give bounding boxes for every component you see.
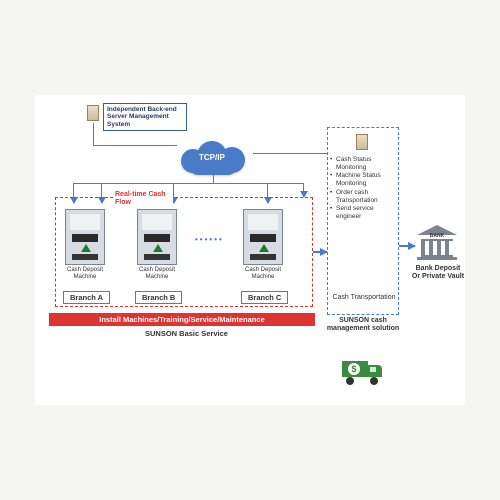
right-panel-list: Cash Status Monitoring Machine Status Mo… [328, 154, 398, 223]
branch-b-label: Branch B [135, 291, 182, 304]
truck-label: Cash Transportation [332, 294, 396, 302]
bank-caption: Bank Deposit Or Private Vault [411, 265, 465, 281]
machine-branch-c: Cash Deposit Machine [243, 209, 283, 280]
server-title: Independent Back-end Server Management S… [107, 106, 177, 128]
right-panel: Cash Status Monitoring Machine Status Mo… [327, 127, 399, 315]
cloud-icon: TCP/IP [175, 135, 253, 175]
monitor-server-icon [356, 134, 368, 150]
arrow-to-panel [313, 251, 327, 253]
list-item: Machine Status Monitoring [336, 172, 395, 188]
service-caption: SUNSON Basic Service [145, 329, 228, 338]
realtime-flow-label: Real-time Cash Flow [113, 191, 173, 206]
solution-label: SUNSON cash management solution [325, 317, 401, 333]
machine-caption: Cash Deposit Machine [137, 267, 177, 280]
machine-caption: Cash Deposit Machine [65, 267, 105, 280]
list-item: Cash Status Monitoring [336, 156, 395, 172]
truck-icon: $ [342, 361, 384, 385]
ellipsis: •••••• [195, 235, 224, 244]
server-management-box: Independent Back-end Server Management S… [103, 103, 187, 131]
machine-branch-a: Cash Deposit Machine [65, 209, 105, 280]
cloud-label: TCP/IP [199, 153, 225, 162]
list-item: Order cash Transportation [336, 189, 395, 205]
branch-c-label: Branch C [241, 291, 288, 304]
list-item: Send service engineer [336, 205, 395, 221]
branch-a-label: Branch A [63, 291, 110, 304]
machine-branch-b: Cash Deposit Machine [137, 209, 177, 280]
diagram-canvas: Independent Back-end Server Management S… [35, 95, 465, 405]
arrow-to-bank [399, 245, 415, 247]
server-icon [87, 105, 99, 121]
machine-caption: Cash Deposit Machine [243, 267, 283, 280]
bank-icon: BANK [417, 225, 457, 260]
service-bar: Install Machines/Training/Service/Mainte… [49, 313, 315, 326]
